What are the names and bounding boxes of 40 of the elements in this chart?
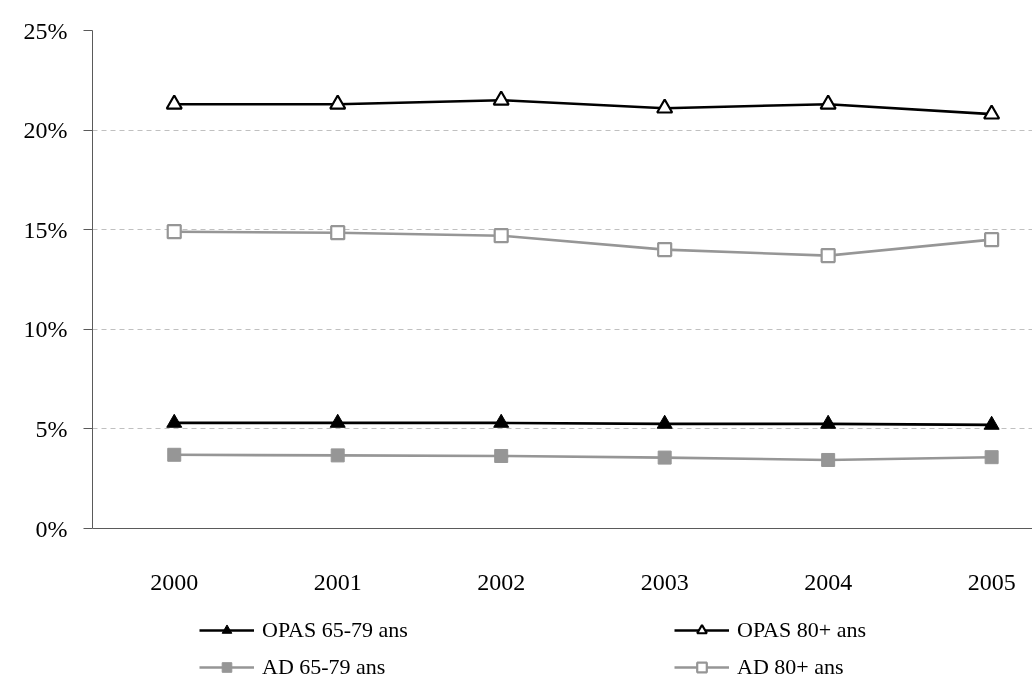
point xyxy=(984,232,1000,248)
point xyxy=(167,447,182,462)
x-tick-label: 2002 xyxy=(477,568,526,595)
y-tick-label: 0% xyxy=(35,515,68,542)
point xyxy=(657,242,673,258)
legend-label: OPAS 65-79 ans xyxy=(262,617,408,643)
point xyxy=(984,450,999,465)
point xyxy=(820,248,836,264)
point xyxy=(493,228,509,244)
legend-label: AD 65-79 ans xyxy=(262,654,386,680)
point xyxy=(329,94,347,110)
legend-label: AD 80+ ans xyxy=(737,654,844,680)
y-tick-label: 15% xyxy=(23,216,68,243)
x-tick-label: 2003 xyxy=(640,568,689,595)
point xyxy=(656,98,674,114)
point xyxy=(166,413,183,428)
point xyxy=(821,452,836,467)
point xyxy=(493,413,510,428)
point xyxy=(657,450,672,465)
point xyxy=(494,448,509,463)
point xyxy=(166,224,182,240)
point xyxy=(983,415,1000,430)
point xyxy=(820,414,837,429)
point xyxy=(819,94,837,110)
point xyxy=(330,225,346,241)
x-tick-label: 2001 xyxy=(313,568,362,595)
point xyxy=(983,104,1001,120)
y-tick-label: 5% xyxy=(35,415,68,442)
x-tick-label: 2004 xyxy=(804,568,853,595)
point xyxy=(165,94,183,110)
y-tick-label: 25% xyxy=(23,17,68,44)
x-tick-label: 2000 xyxy=(150,568,199,595)
legend-label: OPAS 80+ ans xyxy=(737,617,866,643)
x-tick-label: 2005 xyxy=(967,568,1016,595)
point xyxy=(330,448,345,463)
point xyxy=(329,413,346,428)
y-tick-label: 20% xyxy=(23,117,68,144)
point xyxy=(492,90,510,106)
y-tick-label: 10% xyxy=(23,316,68,343)
point xyxy=(656,414,673,429)
